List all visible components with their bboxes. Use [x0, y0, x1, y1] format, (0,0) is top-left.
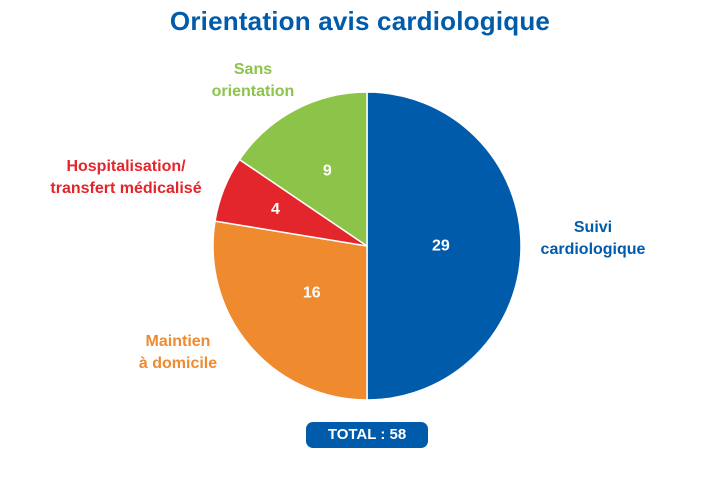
category-label-line: à domicile	[139, 355, 217, 372]
category-label-line: Maintien	[146, 333, 211, 350]
total-badge: TOTAL : 58	[306, 422, 428, 448]
pie-slice-suivi-cardiologique	[366, 91, 522, 401]
category-label-maintien-a-domicile: Maintien à domicile	[139, 333, 217, 372]
category-label-hospitalisation-transfert-medicalise: Hospitalisation/transfert médicalisé	[50, 158, 201, 197]
slice-value-hospitalisation-transfert-medicalise: 4	[271, 201, 280, 218]
category-label-line: transfert médicalisé	[50, 180, 201, 197]
slice-value-suivi-cardiologique: 29	[432, 238, 450, 255]
pie-slice-sans-orientation	[238, 91, 368, 247]
slice-values: 29 16 4 9	[271, 163, 450, 302]
category-label-line: Hospitalisation/	[66, 158, 186, 175]
category-label-line: Sans	[234, 61, 272, 78]
slice-value-sans-orientation: 9	[323, 163, 332, 180]
chart-title: Orientation avis cardiologique	[169, 6, 551, 36]
category-label-line: cardiologique	[541, 241, 646, 258]
category-label-line: orientation	[212, 83, 295, 100]
category-label-suivi-cardiologique: Suivi cardiologique	[541, 219, 646, 258]
category-labels: Suivi cardiologique Maintien à domicile Hosp…	[50, 61, 645, 372]
slice-value-maintien-a-domicile: 16	[303, 284, 321, 301]
category-label-sans-orientation: Sans orientation	[212, 61, 295, 100]
category-label-line: Suivi	[574, 219, 612, 236]
pie-slice-maintien-a-domicile	[212, 220, 368, 401]
pie-slices	[212, 91, 522, 401]
